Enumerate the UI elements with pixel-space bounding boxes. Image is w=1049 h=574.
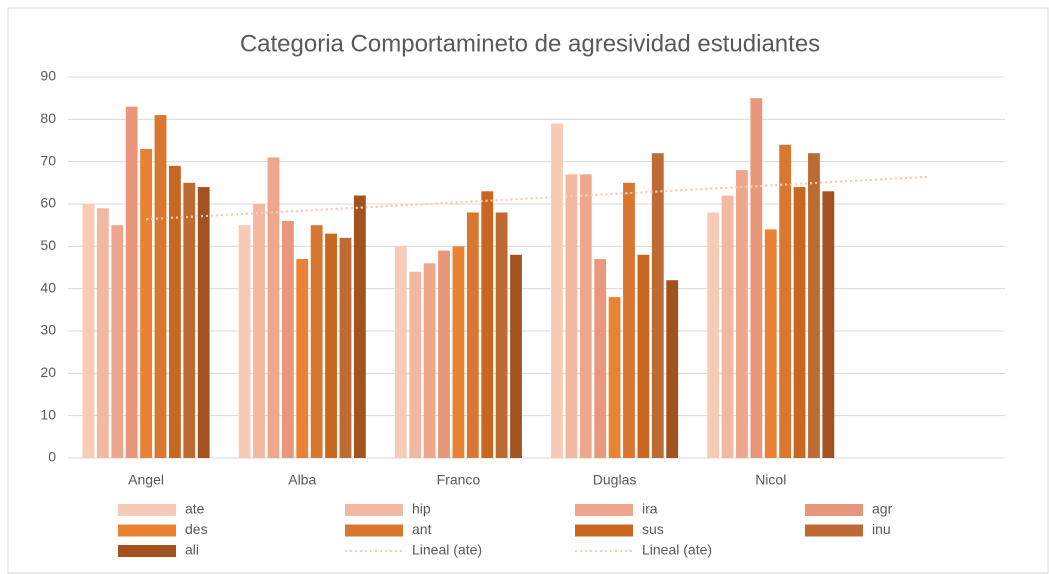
bar (325, 233, 337, 458)
y-tick-label: 50 (40, 237, 56, 253)
y-tick-label: 80 (40, 110, 56, 126)
y-tick-label: 0 (48, 449, 56, 465)
bar (281, 220, 294, 458)
chart-frame (7, 7, 1049, 574)
legend-swatch (118, 545, 176, 557)
legend-swatch (345, 524, 403, 537)
bar (253, 204, 265, 458)
legend-label: ate (185, 501, 205, 517)
trendline (146, 175, 927, 221)
y-tick-label: 10 (40, 406, 56, 422)
bar (111, 225, 124, 458)
bar (721, 195, 734, 459)
bar (495, 212, 508, 458)
bar (438, 250, 450, 458)
bar (808, 153, 820, 458)
legend-label: ali (185, 542, 199, 558)
legend-label: inu (872, 521, 891, 537)
legend-swatch (118, 504, 176, 516)
legend-label: hip (412, 501, 431, 517)
bar (168, 165, 181, 458)
bar (310, 225, 323, 458)
bar (764, 229, 777, 458)
bar (822, 191, 835, 459)
bar (608, 297, 621, 458)
y-tick-label: 20 (40, 364, 56, 380)
legend-swatch (805, 524, 863, 537)
bar (423, 263, 436, 458)
y-tick-label: 90 (40, 68, 56, 84)
x-tick-label: Nicol (755, 472, 786, 488)
legend-label: Lineal (ate) (412, 542, 482, 558)
bar (551, 123, 563, 459)
bar (510, 254, 522, 458)
bar (197, 187, 210, 459)
bar (666, 280, 679, 458)
bar (481, 191, 494, 459)
bar (623, 182, 635, 459)
y-tick-label: 30 (40, 322, 56, 338)
legend-label: ira (642, 501, 658, 517)
bar (750, 98, 763, 459)
legend-swatch (118, 524, 176, 537)
bar (409, 271, 422, 458)
bar (96, 208, 109, 458)
x-tick-label: Franco (437, 472, 481, 488)
bar (394, 246, 407, 458)
x-tick-label: Duglas (593, 472, 637, 488)
bar (707, 212, 720, 458)
bar (183, 182, 196, 459)
bar (637, 254, 650, 458)
bar (466, 212, 479, 458)
legend-swatch (575, 524, 633, 537)
x-tick-label: Alba (288, 472, 316, 488)
legend-swatch (575, 504, 633, 516)
legend-label: sus (642, 521, 664, 537)
bar (594, 259, 607, 458)
legend-label: des (185, 521, 208, 537)
bar (238, 225, 251, 458)
y-tick-label: 40 (40, 279, 56, 295)
bar (140, 148, 152, 458)
bar (125, 106, 138, 458)
bar (339, 237, 352, 458)
chart-title: Categoria Comportamineto de agresividad … (240, 30, 820, 57)
x-tick-label: Angel (128, 472, 164, 488)
bar (82, 204, 95, 458)
bar (452, 246, 465, 458)
legend-label: ant (412, 521, 432, 537)
y-tick-label: 60 (40, 195, 56, 211)
bar (565, 174, 578, 458)
legend-swatch (345, 504, 403, 516)
bar (579, 174, 592, 458)
bar (793, 187, 806, 459)
bar (267, 157, 280, 458)
y-tick-label: 70 (40, 152, 56, 168)
bar (651, 153, 664, 458)
legend-label: agr (872, 501, 893, 517)
bar (736, 170, 748, 458)
bar (296, 259, 309, 458)
legend-swatch (805, 504, 863, 516)
legend-label: Lineal (ate) (642, 542, 712, 558)
bar (154, 115, 167, 458)
bar (353, 195, 366, 459)
bar (779, 144, 792, 458)
